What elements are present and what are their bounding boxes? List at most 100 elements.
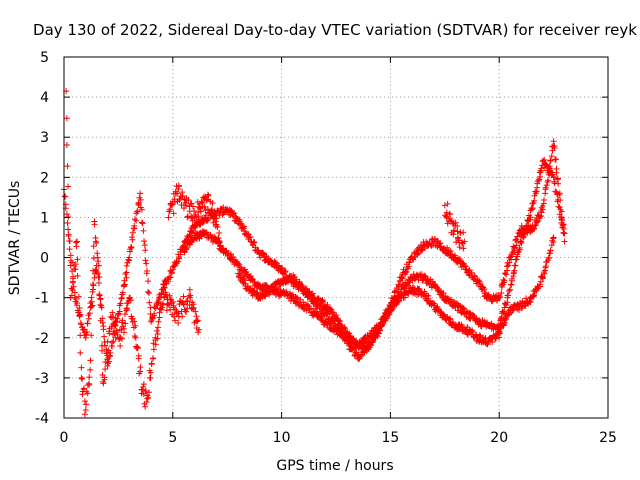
data-point <box>87 357 94 364</box>
data-point <box>150 346 157 353</box>
data-point <box>373 330 380 337</box>
data-point <box>128 244 135 251</box>
data-point <box>444 200 451 207</box>
data-point <box>369 338 376 345</box>
data-point <box>104 356 111 363</box>
data-point <box>134 208 141 215</box>
data-point <box>192 308 199 315</box>
data-point <box>93 240 100 247</box>
data-point <box>193 219 200 226</box>
data-point <box>109 309 116 316</box>
data-point <box>101 333 108 340</box>
data-point <box>531 197 538 204</box>
data-point <box>558 214 565 221</box>
data-point <box>90 243 97 250</box>
data-point <box>516 246 523 253</box>
data-point <box>548 153 555 160</box>
data-point <box>64 220 71 227</box>
data-point <box>264 255 271 262</box>
data-point <box>150 355 157 362</box>
data-point <box>140 383 147 390</box>
data-point <box>75 293 82 300</box>
data-point <box>309 295 316 302</box>
data-point <box>74 256 81 263</box>
data-point <box>171 313 178 320</box>
data-point <box>503 302 510 309</box>
data-point <box>171 198 178 205</box>
data-point <box>148 361 155 368</box>
data-point <box>503 271 510 278</box>
data-point <box>147 369 154 376</box>
data-point <box>282 268 289 275</box>
data-point <box>186 286 193 293</box>
data-point <box>489 339 496 346</box>
data-point <box>91 221 98 228</box>
data-point <box>90 267 97 274</box>
data-point <box>509 251 516 258</box>
data-point <box>514 249 521 256</box>
data-point <box>154 331 161 338</box>
data-point <box>279 264 286 271</box>
data-point <box>166 292 173 299</box>
data-point <box>545 255 552 262</box>
data-point <box>117 342 124 349</box>
data-point <box>404 282 411 289</box>
data-point <box>238 271 245 278</box>
data-point <box>81 385 88 392</box>
data-point <box>190 228 197 235</box>
data-point <box>545 164 552 171</box>
data-point <box>68 292 75 299</box>
data-point <box>543 182 550 189</box>
data-point <box>121 325 128 332</box>
data-point <box>167 206 174 213</box>
data-point <box>88 294 95 301</box>
data-point <box>102 366 109 373</box>
data-point <box>135 355 142 362</box>
x-tick-label: 15 <box>381 430 399 446</box>
data-point <box>560 221 567 228</box>
data-point <box>145 394 152 401</box>
data-point <box>182 202 189 209</box>
data-point <box>117 300 124 307</box>
data-point <box>551 178 558 185</box>
data-point <box>142 247 149 254</box>
data-point <box>513 256 520 263</box>
data-point <box>304 294 311 301</box>
data-point <box>131 225 138 232</box>
data-point <box>83 401 90 408</box>
data-point <box>134 343 141 350</box>
data-point <box>172 317 179 324</box>
data-point <box>350 344 357 351</box>
data-point <box>69 278 76 285</box>
data-point <box>118 335 125 342</box>
data-point <box>203 196 210 203</box>
data-point <box>176 197 183 204</box>
data-point <box>177 251 184 258</box>
data-point <box>179 243 186 250</box>
data-point <box>533 219 540 226</box>
data-point <box>137 364 144 371</box>
data-point <box>214 224 221 231</box>
data-point <box>507 286 514 293</box>
x-tick-label: 20 <box>490 430 508 446</box>
data-point <box>139 386 146 393</box>
plot-frame <box>63 56 609 419</box>
data-point <box>145 288 152 295</box>
x-tick-label: 25 <box>599 430 617 446</box>
y-tick-label: -2 <box>35 331 49 347</box>
data-point <box>475 277 482 284</box>
data-point <box>179 189 186 196</box>
data-point <box>114 331 121 338</box>
data-point <box>437 243 444 250</box>
data-point <box>282 269 289 276</box>
data-point <box>89 281 96 288</box>
data-point <box>153 327 160 334</box>
data-point <box>383 315 390 322</box>
data-point <box>213 215 220 222</box>
data-point <box>269 288 276 295</box>
data-point <box>440 290 447 297</box>
data-point <box>78 321 85 328</box>
data-point <box>95 258 102 265</box>
data-point <box>77 311 84 318</box>
data-point <box>294 295 301 302</box>
